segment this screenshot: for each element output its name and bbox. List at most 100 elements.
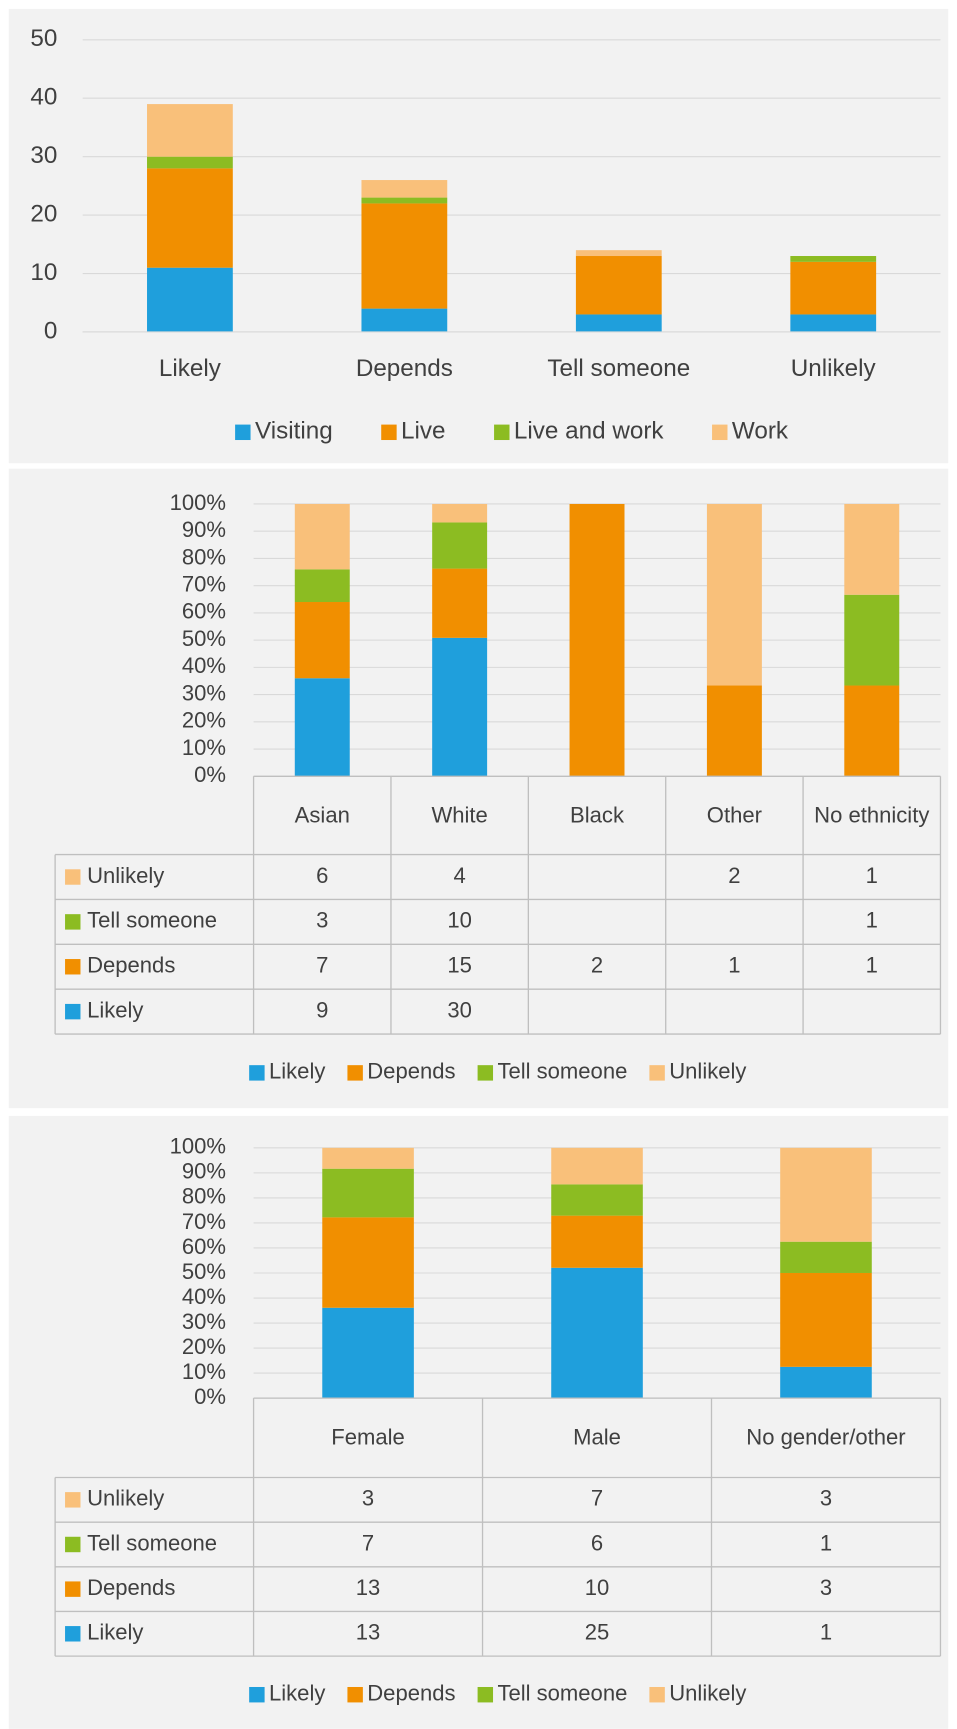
table-value: 2 (591, 953, 603, 978)
row-label: Tell someone (87, 1530, 217, 1555)
x-tick-label: Depends (356, 355, 453, 382)
table-value: 7 (316, 953, 328, 978)
bar-segment (844, 685, 900, 777)
bar-segment (432, 568, 488, 638)
y-tick-label: 0% (194, 762, 226, 787)
category-label: Black (570, 803, 624, 828)
y-tick-label: 80% (182, 1184, 226, 1209)
category-label: Male (573, 1425, 621, 1450)
category-label: Asian (294, 803, 350, 828)
y-tick-label: 60% (182, 1234, 226, 1259)
table-value: 13 (356, 1575, 381, 1600)
bar-segment (844, 503, 900, 595)
bar-segment (294, 503, 350, 570)
y-tick-label: 10% (182, 1359, 226, 1384)
legend-key (65, 914, 81, 930)
bar-segment (551, 1184, 643, 1216)
y-tick-label: 40 (30, 84, 57, 111)
legend-label: Live (401, 418, 445, 445)
category-label: Female (331, 1425, 405, 1450)
legend-key (649, 1065, 665, 1081)
legend-key (477, 1065, 494, 1081)
row-label: Depends (87, 953, 175, 978)
bar-segment (551, 1215, 643, 1268)
bar-segment (147, 156, 233, 169)
row-label: Likely (87, 1620, 143, 1645)
legend-key (649, 1686, 665, 1703)
bar-segment (322, 1147, 414, 1169)
y-tick-label: 30% (182, 1309, 226, 1334)
legend-label: Unlikely (669, 1059, 746, 1084)
table-value: 10 (447, 908, 472, 933)
y-tick-label: 20 (30, 201, 57, 228)
table-value: 3 (362, 1486, 374, 1511)
row-label: Likely (87, 997, 143, 1022)
bar-segment (294, 678, 350, 777)
legend-label: Depends (367, 1059, 455, 1084)
table-value: 6 (591, 1530, 603, 1555)
y-tick-label: 20% (182, 708, 226, 733)
bar-segment (294, 602, 350, 679)
y-tick-label: 100% (170, 1134, 226, 1159)
legend-key (347, 1686, 363, 1703)
x-tick-label: Unlikely (791, 355, 877, 382)
bar-segment (780, 1366, 872, 1399)
bar-segment (780, 1272, 872, 1367)
bar-segment (361, 308, 448, 332)
x-tick-label: Likely (159, 355, 222, 382)
table-value: 10 (585, 1575, 610, 1600)
y-tick-label: 10 (30, 259, 57, 286)
category-label: No gender/other (746, 1425, 906, 1450)
legend-key (347, 1065, 363, 1081)
table-value: 3 (820, 1486, 832, 1511)
bar-segment (790, 256, 877, 262)
table-value: 25 (585, 1620, 610, 1645)
legend-label: Likely (269, 1059, 325, 1084)
bar-segment (575, 314, 662, 332)
bar-segment (551, 1147, 643, 1185)
y-tick-label: 20% (182, 1334, 226, 1359)
table-value: 1 (866, 953, 878, 978)
table-value: 3 (316, 908, 328, 933)
y-tick-label: 80% (182, 544, 226, 569)
table-value: 15 (447, 953, 472, 978)
y-tick-label: 0% (194, 1384, 226, 1409)
legend-key (712, 424, 728, 441)
y-tick-label: 70% (182, 571, 226, 596)
bar-segment (780, 1241, 872, 1273)
legend-label: Tell someone (497, 1059, 627, 1084)
y-tick-label: 0 (44, 317, 58, 344)
legend-label: Unlikely (669, 1681, 746, 1706)
table-value: 1 (728, 953, 740, 978)
table-header: Black (570, 803, 624, 828)
bar-segment (147, 104, 233, 157)
y-tick-label: 70% (182, 1209, 226, 1234)
bar-segment (361, 203, 448, 309)
y-tick-label: 40% (182, 1284, 226, 1309)
table-value: 4 (454, 863, 466, 888)
y-tick-label: 50 (30, 25, 57, 52)
table-value: 3 (820, 1575, 832, 1600)
legend-key (65, 1492, 81, 1508)
table-header: Male (573, 1425, 621, 1450)
row-label: Tell someone (87, 908, 217, 933)
row-label: Unlikely (87, 863, 164, 888)
table-value: 7 (362, 1530, 374, 1555)
table-header: No ethnicity (814, 803, 929, 827)
bar-segment (706, 503, 762, 686)
y-tick-label: 90% (182, 517, 226, 542)
x-tick-label: Tell someone (547, 355, 690, 382)
table-value: 1 (866, 908, 878, 933)
y-tick-label: 90% (182, 1159, 226, 1184)
legend-key (494, 424, 510, 441)
bar-segment (147, 168, 233, 268)
legend-key (65, 869, 81, 885)
legend-key (65, 1003, 81, 1020)
legend-key (65, 1536, 81, 1553)
legend-label: Live and work (514, 418, 664, 445)
bar-segment (706, 685, 762, 777)
table-value: 1 (866, 863, 878, 888)
y-tick-label: 50% (182, 626, 226, 651)
y-tick-label: 50% (182, 1259, 226, 1284)
